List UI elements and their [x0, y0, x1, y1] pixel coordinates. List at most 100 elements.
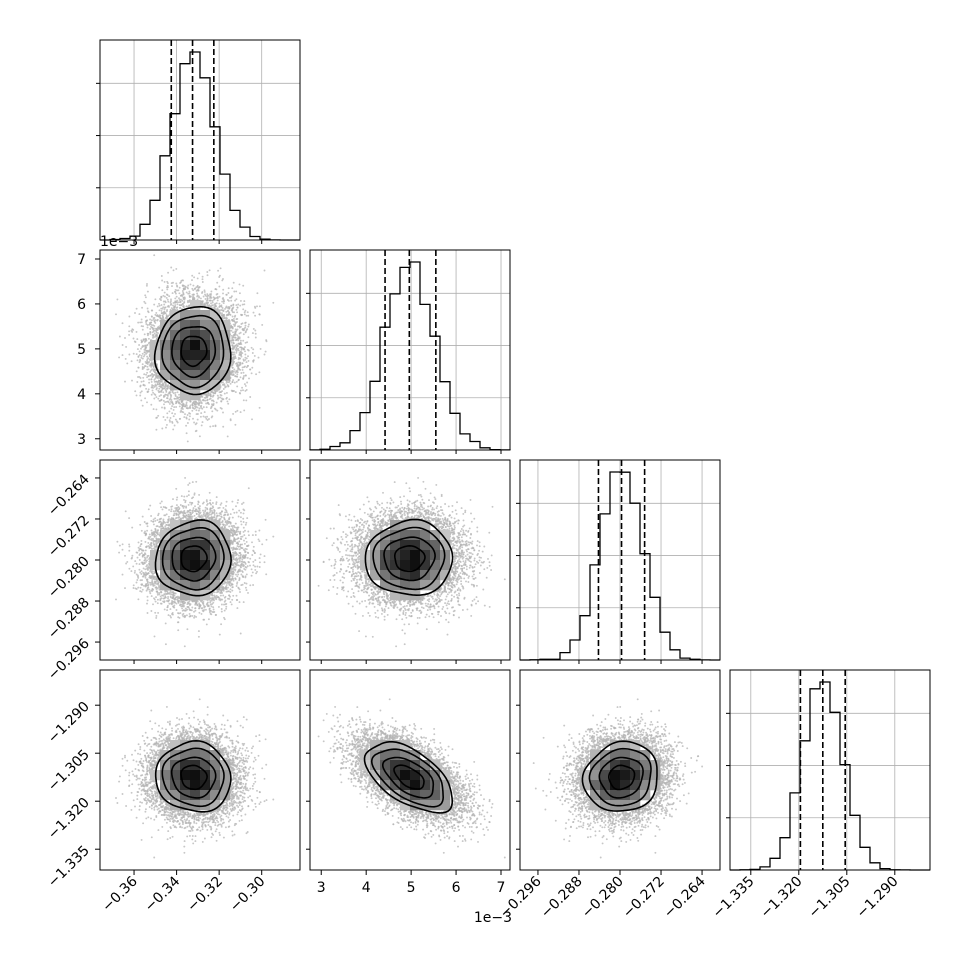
- scatter-point: [186, 603, 189, 606]
- scatter-point: [431, 506, 434, 509]
- scatter-point: [247, 349, 250, 352]
- scatter-point: [235, 531, 238, 534]
- scatter-point: [156, 587, 159, 590]
- scatter-point: [158, 540, 161, 543]
- scatter-point: [200, 412, 203, 415]
- scatter-point: [247, 359, 250, 362]
- scatter-point: [136, 359, 139, 362]
- scatter-point: [208, 398, 211, 401]
- scatter-point: [243, 366, 246, 369]
- scatter-point: [150, 378, 153, 381]
- scatter-point: [210, 302, 212, 305]
- scatter-point: [164, 306, 167, 309]
- scatter-point: [469, 552, 472, 555]
- scatter-point: [193, 492, 196, 495]
- scatter-point: [159, 602, 162, 605]
- scatter-point: [245, 582, 248, 585]
- scatter-point: [455, 520, 458, 523]
- scatter-point: [478, 559, 481, 562]
- scatter-point: [445, 521, 448, 524]
- scatter-point: [166, 397, 168, 400]
- scatter-point: [232, 564, 235, 567]
- scatter-point: [357, 547, 360, 550]
- scatter-point: [149, 370, 152, 373]
- scatter-point: [194, 599, 197, 602]
- scatter-point: [142, 584, 145, 587]
- scatter-point: [182, 615, 185, 618]
- scatter-point: [157, 315, 160, 318]
- density-cell: [190, 320, 201, 331]
- scatter-point: [239, 532, 242, 535]
- scatter-point: [139, 571, 142, 574]
- scatter-point: [174, 395, 177, 397]
- scatter-point: [188, 482, 191, 485]
- scatter-point: [235, 585, 238, 587]
- scatter-point: [242, 358, 245, 361]
- scatter-point: [201, 421, 204, 424]
- scatter-point: [473, 598, 476, 601]
- scatter-point: [244, 586, 247, 589]
- scatter-point: [192, 511, 194, 513]
- scatter-point: [143, 300, 146, 303]
- scatter-point: [214, 307, 217, 310]
- scatter-point: [229, 601, 232, 604]
- scatter-point: [241, 571, 244, 573]
- scatter-point: [192, 496, 195, 499]
- scatter-point: [142, 380, 145, 383]
- scatter-point: [158, 588, 161, 591]
- density-cell: [220, 360, 231, 371]
- scatter-point: [140, 590, 143, 593]
- scatter-point: [178, 516, 181, 519]
- scatter-point: [376, 502, 379, 505]
- scatter-point: [171, 611, 174, 614]
- scatter-point: [232, 331, 234, 334]
- scatter-point: [157, 512, 160, 515]
- scatter-point: [470, 603, 473, 606]
- scatter-point: [145, 362, 148, 365]
- scatter-point: [466, 608, 469, 611]
- scatter-point: [155, 540, 157, 543]
- scatter-point: [234, 423, 237, 426]
- scatter-point: [175, 602, 178, 605]
- scatter-point: [155, 408, 158, 411]
- scatter-point: [162, 382, 165, 385]
- scatter-point: [239, 339, 242, 342]
- scatter-point: [197, 630, 200, 633]
- scatter-point: [167, 595, 170, 598]
- scatter-point: [142, 338, 145, 341]
- scatter-point: [213, 512, 216, 515]
- scatter-point: [248, 377, 250, 380]
- scatter-point: [175, 406, 178, 408]
- scatter-point: [164, 622, 167, 625]
- density-cell: [160, 370, 171, 381]
- scatter-point: [152, 391, 155, 394]
- scatter-point: [192, 509, 195, 512]
- scatter-point: [238, 559, 241, 562]
- scatter-point: [153, 397, 156, 400]
- scatter-point: [241, 366, 244, 369]
- scatter-point: [155, 582, 157, 585]
- scatter-point: [238, 576, 241, 579]
- scatter-point: [204, 393, 207, 396]
- scatter-point: [210, 290, 213, 293]
- scatter-point: [227, 299, 230, 302]
- scatter-point: [175, 401, 178, 403]
- scatter-point: [218, 598, 221, 601]
- scatter-point: [132, 584, 135, 587]
- scatter-point: [382, 508, 385, 511]
- scatter-point: [403, 607, 406, 610]
- scatter-point: [147, 586, 150, 589]
- scatter-point: [216, 409, 219, 412]
- scatter-point: [152, 375, 155, 378]
- scatter-point: [152, 537, 155, 540]
- scatter-point: [359, 508, 361, 511]
- scatter-point: [393, 513, 396, 516]
- scatter-point: [429, 594, 432, 597]
- density-cell: [200, 550, 211, 561]
- scatter-point: [208, 607, 211, 610]
- scatter-point: [206, 504, 208, 506]
- scatter-point: [149, 328, 152, 330]
- scatter-point: [375, 599, 378, 602]
- scatter-point: [202, 604, 205, 607]
- scatter-point: [159, 380, 162, 383]
